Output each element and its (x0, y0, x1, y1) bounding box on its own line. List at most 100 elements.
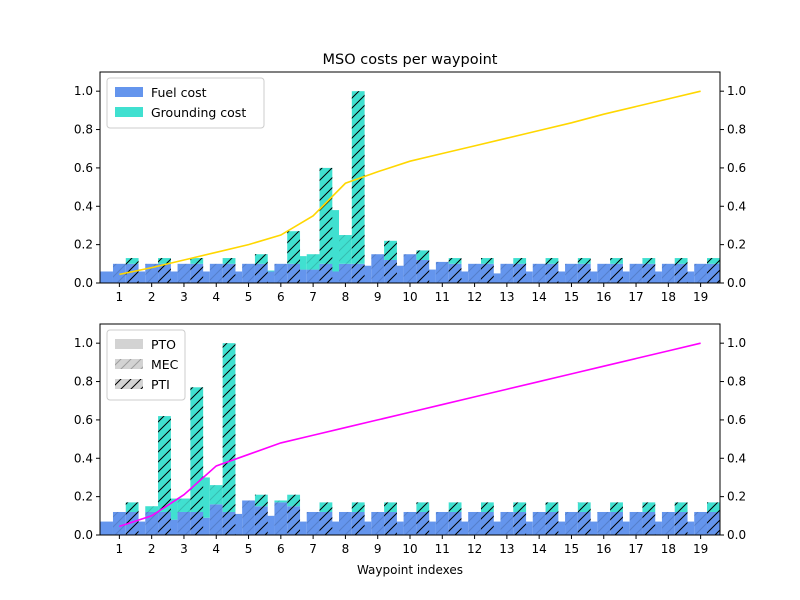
bar-hatch-pti (190, 387, 204, 535)
bar-hatch-pti (287, 231, 301, 283)
bar-hatch-pti (222, 258, 236, 283)
bottom-chart: 1 2 3 4 5 6 7 8 9 10 11 12 13 14 15 16 17 18 190.00.20.40.… (74, 323, 746, 556)
x-tick-label: 9 (374, 542, 382, 556)
bar-hatch-pti (610, 258, 623, 283)
bar-hatch-mec (565, 263, 578, 283)
y2-tick-label: 0.4 (727, 199, 746, 213)
x-tick-label: 2 (148, 290, 156, 304)
bar-fuel-pto (197, 271, 210, 283)
bar-fuel-pto (552, 271, 566, 283)
bar-fuel-pto (616, 271, 630, 283)
bar-fuel-pto (455, 271, 469, 283)
cumulative-line (119, 90, 701, 276)
bar-hatch-mec (468, 511, 481, 535)
y-tick-label: 0.2 (74, 490, 93, 504)
bar-hatch-pti (158, 416, 171, 535)
x-tick-label: 14 (532, 290, 547, 304)
bar-hatch-pti (125, 258, 139, 283)
x-tick-label: 4 (212, 542, 220, 556)
x-axis-label: Waypoint indexes (357, 563, 463, 577)
bar-hatch-pti (577, 502, 591, 535)
bar-hatch-pti (707, 502, 720, 535)
x-tick-label: 15 (564, 290, 579, 304)
bar-hatch-mec (274, 500, 288, 535)
x-tick-label: 15 (564, 542, 579, 556)
x-tick-label: 4 (212, 290, 220, 304)
bar-hatch-mec (500, 511, 514, 535)
x-tick-label: 13 (499, 542, 514, 556)
bar-hatch-mec (306, 511, 320, 535)
x-tick-label: 12 (467, 290, 482, 304)
y-tick-label: 1.0 (74, 84, 93, 98)
bar-hatch-pti (577, 258, 591, 283)
bar-hatch-pti (222, 343, 236, 535)
x-tick-label: 6 (277, 542, 285, 556)
bar-hatch-pti (545, 502, 559, 535)
y-tick-label: 0.0 (74, 528, 93, 542)
x-tick-label: 8 (342, 542, 350, 556)
legend-label: PTO (151, 337, 176, 352)
bar-hatch-pti (125, 502, 139, 535)
legend-label: PTI (151, 377, 170, 392)
y-tick-label: 0.8 (74, 123, 93, 137)
x-tick-label: 14 (532, 542, 547, 556)
bar-hatch-pti (158, 258, 171, 283)
bar-hatch-pti (674, 258, 688, 283)
x-tick-label: 9 (374, 290, 382, 304)
cumulative-line (119, 342, 701, 528)
bar-fuel-pto (229, 271, 243, 283)
bar-hatch-pti (287, 494, 301, 535)
x-tick-label: 13 (499, 290, 514, 304)
bar-fuel-pto (519, 271, 533, 283)
y2-tick-label: 1.0 (727, 84, 746, 98)
bar-grounding-pto (261, 270, 275, 272)
bar-fuel-pto (100, 271, 113, 283)
legend-label: MEC (151, 357, 179, 372)
bar-hatch-mec (565, 511, 578, 535)
x-tick-label: 7 (309, 290, 317, 304)
y-tick-label: 0.8 (74, 375, 93, 389)
bar-hatch-pti (642, 258, 656, 283)
x-tick-label: 18 (661, 290, 676, 304)
bar-hatch-mec (500, 263, 514, 283)
bar-hatch-mec (629, 263, 643, 283)
bar-fuel-pto (100, 521, 113, 535)
x-tick-label: 11 (435, 290, 450, 304)
bar-hatch-mec (629, 511, 643, 535)
y2-tick-label: 0.2 (727, 238, 746, 252)
x-tick-label: 5 (245, 542, 253, 556)
bar-hatch-mec (242, 263, 255, 283)
y-tick-label: 0.0 (74, 276, 93, 290)
y2-tick-label: 0.6 (727, 161, 746, 175)
legend-label: Grounding cost (151, 105, 246, 120)
x-tick-label: 10 (402, 290, 417, 304)
x-tick-label: 6 (277, 290, 285, 304)
bar-fuel-pto (681, 271, 695, 283)
y2-tick-label: 0.8 (727, 375, 746, 389)
bar-fuel-pto (487, 273, 501, 283)
bar-hatch-mec (435, 261, 449, 283)
bar-hatch-mec (597, 511, 611, 535)
bar-hatch-mec (242, 500, 255, 535)
bar-hatch-mec (371, 254, 385, 283)
bar-hatch-pti (707, 258, 720, 283)
legend-swatch-hatch (115, 359, 143, 369)
bar-hatch-pti (448, 502, 462, 535)
bar-fuel-pto (584, 271, 598, 283)
bar-hatch-mec (177, 498, 191, 535)
x-tick-label: 8 (342, 290, 350, 304)
legend-label: Fuel cost (151, 85, 207, 100)
bar-hatch-mec (532, 263, 546, 283)
bar-hatch-mec (306, 254, 320, 283)
bar-fuel-pto (164, 271, 178, 283)
x-tick-label: 2 (148, 542, 156, 556)
legend-box (106, 77, 265, 129)
bar-hatch-mec (339, 511, 352, 535)
x-tick-label: 19 (693, 542, 708, 556)
bar-hatch-mec (694, 263, 708, 283)
y-tick-label: 0.6 (74, 161, 93, 175)
y2-tick-label: 0.4 (727, 451, 746, 465)
bar-hatch-mec (274, 263, 288, 283)
bar-hatch-mec (694, 511, 708, 535)
